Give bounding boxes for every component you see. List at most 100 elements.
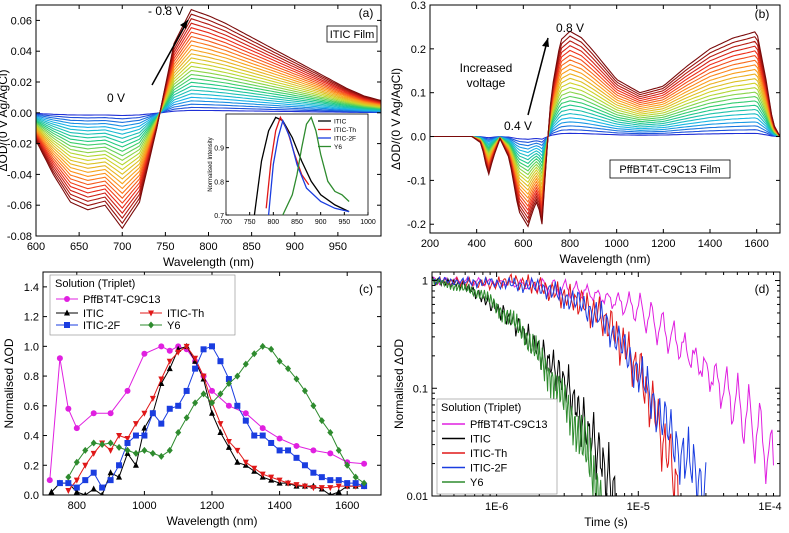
data-point-marker [73,425,80,432]
data-point-marker [56,480,63,487]
legend-label: Y6 [470,477,483,489]
spectrum-trace [430,68,780,196]
data-point-marker [310,485,317,492]
data-point-marker [65,488,72,495]
data-point-marker [352,480,359,487]
spectrum-trace [36,93,381,135]
spectrum-trace [430,91,780,176]
inset-x-tick-label: 750 [244,219,256,226]
data-point-marker [175,349,182,356]
data-point-marker [276,447,283,454]
x-tick-label: 650 [70,241,88,253]
inset-y-tick-label: 0.9 [214,146,224,153]
panel-b: 200 400 600 800 1000 1200 1400 1600 -0.2 -0.1 0.0 0… [389,0,781,266]
legend-box [436,398,558,495]
x-tick-label: 1400 [698,238,722,250]
data-point-marker [124,446,131,454]
y-axis-title: ΔOD/(0 V Ag/AgCl) [389,68,403,170]
series-line [49,345,365,481]
spectrum-trace [430,77,780,188]
data-point-marker [335,477,342,484]
legend-title: Solution (Triplet) [441,402,521,414]
spectrum-trace [36,89,381,139]
series-group [46,342,368,495]
y-tick-label: 0.06 [11,15,32,27]
data-point-marker [251,350,258,358]
data-point-marker [301,462,308,469]
data-point-marker [124,436,131,443]
data-point-marker [225,380,232,387]
data-point-marker [251,465,258,472]
data-point-marker [73,477,80,484]
y-tick-label: 1.0 [24,341,39,353]
data-point-marker [327,477,334,484]
data-point-marker [192,355,199,362]
y-tick-label: 0.0 [24,490,39,502]
spectrum-trace [36,40,381,195]
spectrum-trace [36,35,381,199]
data-point-marker [99,440,106,448]
y-tick-label: -0.1 [407,175,426,187]
spectrum-trace [36,13,381,225]
x-tick-label: 750 [156,241,174,253]
plot-frame [429,4,781,234]
data-point-marker [166,358,173,365]
data-point-marker [158,376,165,383]
data-point-marker [90,469,97,476]
data-point-marker [107,469,114,476]
data-point-marker [48,488,55,495]
data-point-marker [217,421,224,428]
legend-title: Solution (Triplet) [55,278,135,290]
y-tick-label: 0.8 [24,371,39,383]
series-line [59,345,365,489]
spectrum-trace [430,30,780,228]
data-point-marker [268,345,275,353]
data-point-marker [259,432,266,439]
x-tick-label: 800 [561,238,579,250]
data-point-marker [225,443,232,450]
x-tick-label: 1E-4 [758,501,781,513]
spectrum-trace [36,18,381,219]
legend-label: ITIC [83,308,104,320]
data-point-marker [166,446,173,454]
data-point-marker [209,343,215,350]
inset-x-tick-label: 800 [267,219,279,226]
data-point-marker [141,410,148,417]
arrow-caption-line-1: Increased [460,61,513,75]
y-axis-title: Normalised ΔOD [392,339,406,429]
data-point-marker [344,461,351,469]
data-point-marker [64,322,70,328]
film-label: ITIC Film [330,29,375,41]
data-point-marker [175,402,182,409]
spectrum-trace [430,63,780,199]
y-tick-label: 0.1 [413,383,428,395]
inset-legend-label: Y6 [334,144,342,151]
panel-label: (c) [359,282,373,296]
data-point-marker [116,433,123,440]
data-point-marker [242,360,249,368]
voltage-arrow [527,37,549,116]
spectrum-trace [430,54,780,208]
spectrum-trace [36,69,381,161]
data-point-marker [259,471,266,478]
film-label-box [326,25,378,43]
data-point-marker [335,446,342,454]
spectrum-trace [430,104,780,165]
data-point-marker [141,446,148,454]
data-point-marker [107,477,114,484]
spectrum-trace [430,73,780,192]
data-point-marker [225,402,232,409]
x-tick-label: 800 [199,241,217,253]
data-point-marker [124,439,131,446]
spectrum-trace [36,48,381,185]
data-point-marker [141,432,148,439]
data-point-marker [141,424,148,431]
spectrum-trace [36,77,381,152]
data-point-marker [56,355,63,362]
inset-x-tick-label: 1000 [360,219,376,226]
data-point-marker [107,410,114,417]
inset-legend-label: ITIC-Th [334,127,356,134]
y-tick-label: 0.00 [11,108,32,120]
data-point-marker [100,491,104,495]
legend-label: ITIC-2F [470,463,508,475]
